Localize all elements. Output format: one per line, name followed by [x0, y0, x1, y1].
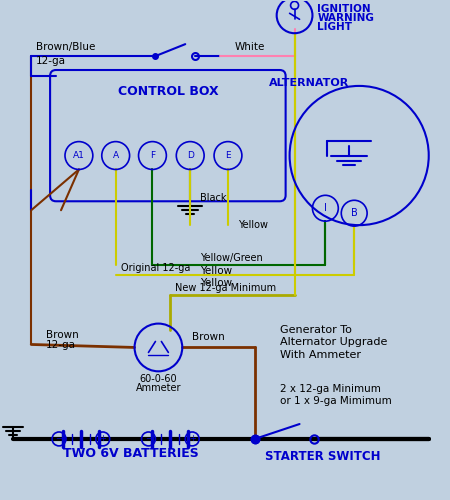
- Text: or 1 x 9-ga Mimimum: or 1 x 9-ga Mimimum: [279, 396, 392, 406]
- Text: B: B: [351, 208, 358, 218]
- Text: Yellow/Green: Yellow/Green: [200, 253, 263, 263]
- Text: Yellow: Yellow: [200, 278, 232, 288]
- Text: LIGHT: LIGHT: [317, 22, 352, 32]
- Text: White: White: [235, 42, 266, 52]
- Text: New 12-ga Minimum: New 12-ga Minimum: [176, 283, 276, 293]
- Text: Original 12-ga: Original 12-ga: [121, 263, 190, 273]
- Text: Black: Black: [200, 194, 227, 203]
- Text: CONTROL BOX: CONTROL BOX: [117, 86, 218, 98]
- Text: 12-ga: 12-ga: [46, 340, 76, 350]
- Text: Alternator Upgrade: Alternator Upgrade: [279, 338, 387, 347]
- Text: F: F: [150, 151, 155, 160]
- Text: −: −: [145, 434, 152, 444]
- Text: Generator To: Generator To: [279, 324, 351, 334]
- Text: Yellow: Yellow: [200, 266, 232, 276]
- Text: Brown: Brown: [46, 330, 79, 340]
- Text: WARNING: WARNING: [317, 14, 374, 24]
- Text: 60-0-60: 60-0-60: [140, 374, 177, 384]
- Text: 12-ga: 12-ga: [36, 56, 66, 66]
- Text: Yellow: Yellow: [238, 220, 268, 230]
- Text: TWO 6V BATTERIES: TWO 6V BATTERIES: [63, 448, 198, 460]
- Text: With Ammeter: With Ammeter: [279, 350, 360, 360]
- Text: IGNITION: IGNITION: [317, 4, 371, 15]
- Text: ALTERNATOR: ALTERNATOR: [270, 78, 350, 88]
- Text: +: +: [189, 434, 196, 444]
- Text: Brown: Brown: [192, 332, 225, 342]
- Text: Brown/Blue: Brown/Blue: [36, 42, 95, 52]
- Text: STARTER SWITCH: STARTER SWITCH: [265, 450, 380, 464]
- Text: Ammeter: Ammeter: [135, 383, 181, 393]
- Text: D: D: [187, 151, 194, 160]
- Text: 2 x 12-ga Minimum: 2 x 12-ga Minimum: [279, 384, 381, 394]
- Text: +: +: [99, 434, 106, 444]
- Text: A: A: [112, 151, 119, 160]
- Text: A1: A1: [73, 151, 85, 160]
- Text: I: I: [324, 203, 327, 213]
- Text: E: E: [225, 151, 231, 160]
- Text: −: −: [55, 434, 63, 444]
